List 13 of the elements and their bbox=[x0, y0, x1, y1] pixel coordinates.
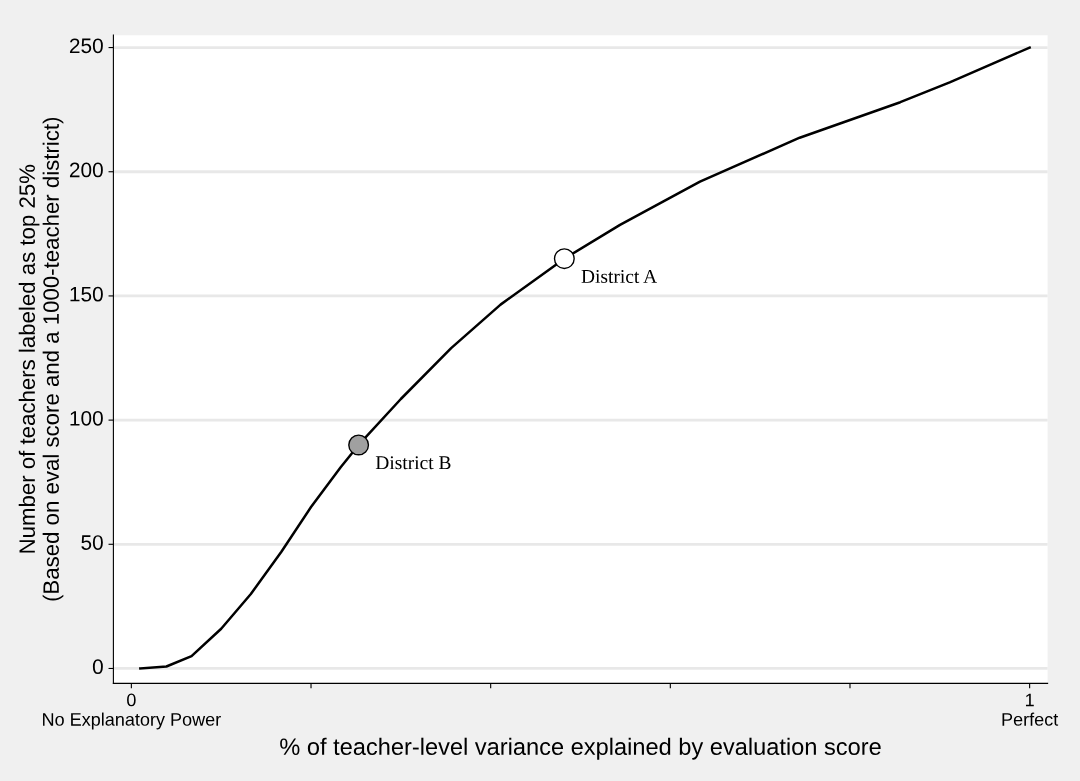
y-tick-label: 250 bbox=[69, 38, 103, 54]
y-tick-label: 0 bbox=[92, 659, 103, 675]
x-tick-label: 0 No Explanatory Power bbox=[43, 693, 221, 730]
y-tick-label: 200 bbox=[69, 162, 103, 178]
series-label: District B bbox=[375, 456, 451, 470]
x-axis-title: % of teacher-level variance explained by evaluation score bbox=[280, 737, 881, 760]
x-tick-label: 1 Perfect bbox=[1002, 693, 1059, 726]
y-tick-label: 50 bbox=[81, 535, 103, 550]
series-label: District A bbox=[581, 269, 658, 283]
line-series bbox=[139, 46, 1031, 670]
y-tick-label: 150 bbox=[70, 286, 103, 302]
y-tick-label: 100 bbox=[70, 410, 103, 426]
y-axis-title: Number of teachers labeled as top 25% (Based on eval score and a 1000-teacher district) bbox=[18, 117, 64, 601]
